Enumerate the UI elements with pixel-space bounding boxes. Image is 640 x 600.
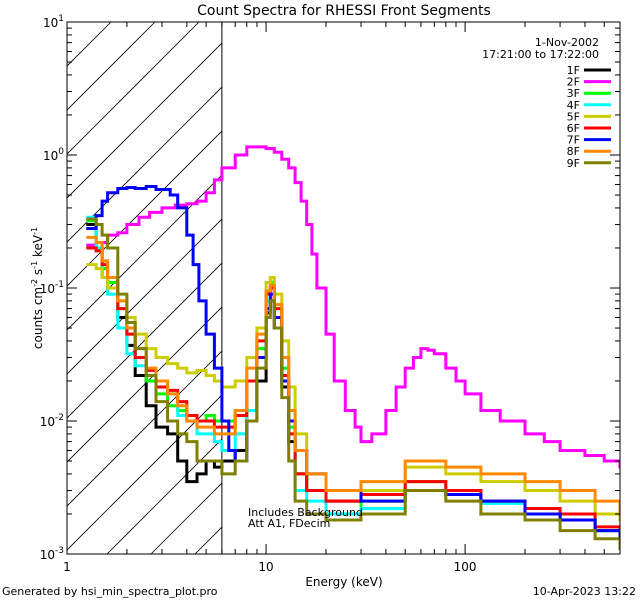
legend-label-9f: 9F xyxy=(567,157,580,170)
legend-label-7f: 7F xyxy=(567,134,580,147)
legend-label-5f: 5F xyxy=(567,110,580,123)
hatch-line xyxy=(67,394,222,551)
hatch-line xyxy=(106,438,222,554)
time-range-label: 17:21:00 to 17:22:00 xyxy=(482,48,599,61)
date-label: 1-Nov-2002 xyxy=(535,36,599,49)
legend-label-6f: 6F xyxy=(567,122,580,135)
hatch-line xyxy=(67,262,222,419)
y-axis-label: counts cm-2 s-1 keV-1 xyxy=(30,227,45,349)
annotation-attenuator: Att A1, FDecim xyxy=(248,517,330,530)
y-tick-label: 10-3 xyxy=(40,546,64,562)
legend-label-4f: 4F xyxy=(567,99,580,112)
y-tick-label: 100 xyxy=(43,147,64,163)
axis-ticks xyxy=(66,21,621,555)
x-tick-labels: 1 10 100 xyxy=(63,560,476,574)
legend-label-1f: 1F xyxy=(567,64,580,77)
y-tick-label: 10-2 xyxy=(40,413,64,429)
legend-label-3f: 3F xyxy=(567,87,580,100)
hatch-line xyxy=(67,218,222,375)
series-group xyxy=(86,145,620,550)
hatch-line xyxy=(67,86,222,243)
legend-label-2f: 2F xyxy=(567,76,580,89)
y-tick-label: 101 xyxy=(43,14,64,30)
annotation-background: Includes Background xyxy=(248,506,363,519)
y-tick-labels: 10-3 10-2 10-1 100 101 xyxy=(40,14,65,562)
legend-label-8f: 8F xyxy=(567,145,580,158)
x-axis-label: Energy (keV) xyxy=(305,575,382,589)
x-tick-label: 1 xyxy=(63,560,71,574)
y-tick-label: 10-1 xyxy=(40,280,64,296)
hatch-line xyxy=(67,42,222,199)
hatch-line xyxy=(67,350,222,507)
series-line-9f xyxy=(86,217,620,550)
chart-title: Count Spectra for RHESSI Front Segments xyxy=(197,3,491,19)
x-tick-label: 100 xyxy=(454,560,477,574)
x-tick-label: 10 xyxy=(258,560,273,574)
hatch-line xyxy=(67,22,200,155)
footer-timestamp: 10-Apr-2023 13:22 xyxy=(533,585,636,598)
footer-generated-by: Generated by hsi_min_spectra_plot.pro xyxy=(2,585,218,598)
